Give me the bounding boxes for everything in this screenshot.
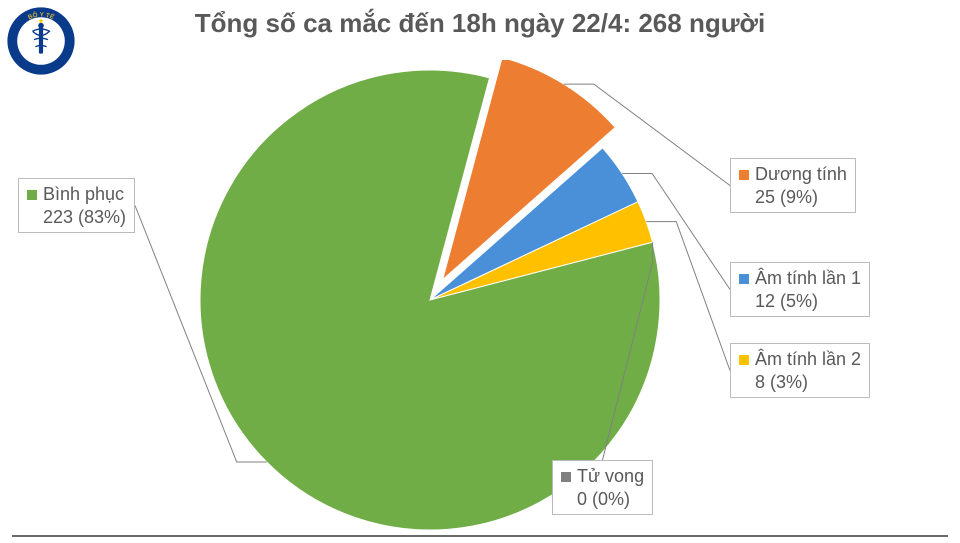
bottom-rule [12,535,948,537]
slice-value: 8 (3%) [739,371,861,394]
slice-name: Âm tính lần 1 [755,268,861,288]
slice-name: Âm tính lần 2 [755,349,861,369]
slice-name: Dương tính [755,164,847,184]
slice-label: Tử vong0 (0%) [552,460,653,515]
slice-value: 25 (9%) [739,186,847,209]
slice-label: Âm tính lần 28 (3%) [730,343,870,398]
slice-label: Dương tính25 (9%) [730,158,856,213]
slice-name: Tử vong [577,466,644,486]
legend-swatch [739,170,749,180]
slice-value: 12 (5%) [739,290,861,313]
legend-swatch [27,190,37,200]
legend-swatch [561,472,571,482]
chart-title: Tổng số ca mắc đến 18h ngày 22/4: 268 ng… [0,8,960,39]
slice-value: 0 (0%) [561,488,644,511]
slice-name: Bình phục [43,184,124,204]
slice-label: Bình phục223 (83%) [18,178,135,233]
legend-swatch [739,355,749,365]
legend-swatch [739,274,749,284]
slice-label: Âm tính lần 112 (5%) [730,262,870,317]
slice-value: 223 (83%) [27,206,126,229]
